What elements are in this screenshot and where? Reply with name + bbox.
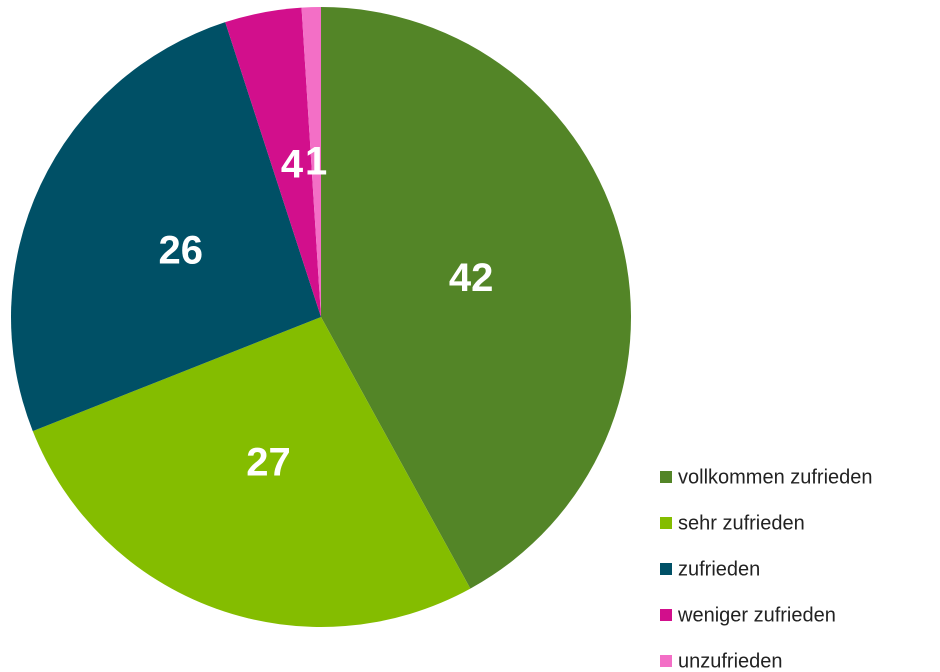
legend-swatch xyxy=(660,655,672,667)
legend-swatch xyxy=(660,471,672,483)
pie-slice xyxy=(321,7,632,589)
legend-label: zufrieden xyxy=(678,558,760,580)
legend-label: vollkommen zufrieden xyxy=(678,466,873,488)
pie-slice xyxy=(10,22,321,432)
data-label: 42 xyxy=(449,256,494,300)
pie-slice xyxy=(225,7,321,317)
legend-swatch xyxy=(660,609,672,621)
legend-label: weniger zufrieden xyxy=(677,604,836,626)
legend-label: sehr zufrieden xyxy=(678,512,805,534)
data-label: 1 xyxy=(305,140,327,184)
legend-label: unzufrieden xyxy=(678,650,783,672)
data-label: 4 xyxy=(281,142,304,186)
pie-slice xyxy=(301,7,321,317)
data-label: 27 xyxy=(246,440,291,484)
legend-swatch xyxy=(660,563,672,575)
legend-swatch xyxy=(660,517,672,529)
data-label: 26 xyxy=(159,229,204,273)
pie-slice xyxy=(32,317,471,627)
